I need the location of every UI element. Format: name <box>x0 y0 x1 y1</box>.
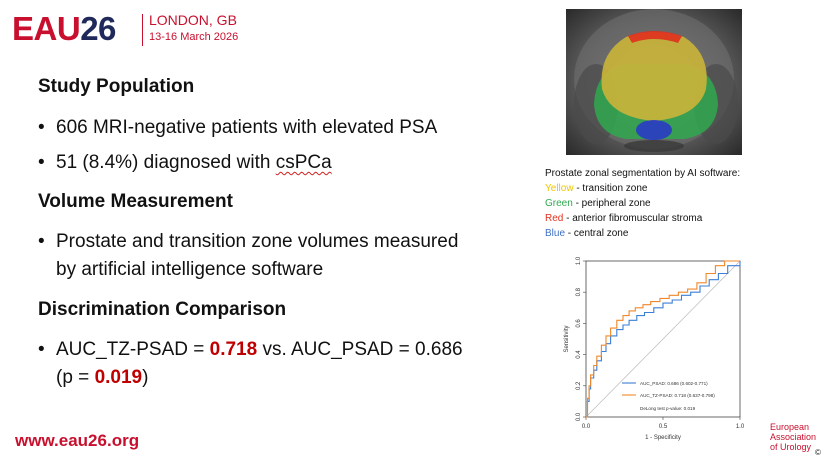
assoc-line2: Association <box>770 432 817 442</box>
y-tick-label: 0.4 <box>576 350 582 359</box>
roc-chart: 0.0 0.2 0.4 0.6 0.8 1.0 0.0 0.5 1.0 1 - Specifici… <box>560 253 750 453</box>
auc-tz-label: AUC_TZ-PSAD = <box>56 339 210 360</box>
auc-tz-value: 0.718 <box>209 339 258 360</box>
caption-item-blue: Blue - central zone <box>545 226 740 241</box>
caption-color-red: Red <box>545 213 564 224</box>
p-value-line: (p = 0.019) <box>56 365 148 391</box>
logo-number-text: 26 <box>80 10 116 47</box>
bullet-diagnosed: • 51 (8.4%) diagnosed with csPCa <box>38 150 332 176</box>
segmentation-caption: Prostate zonal segmentation by AI softwa… <box>545 166 740 241</box>
caption-desc-blue: - central zone <box>565 228 629 239</box>
footer-website-link[interactable]: www.eau26.org <box>15 431 140 450</box>
y-tick-label: 0.8 <box>576 287 582 296</box>
discrimination-comparison-heading: Discrimination Comparison <box>38 299 287 320</box>
p-value: 0.019 <box>94 367 143 388</box>
x-tick-label: 1.0 <box>736 424 745 430</box>
y-tick-label: 0.0 <box>576 412 582 421</box>
caption-desc-green: - peripheral zone <box>572 198 651 209</box>
y-tick-label: 0.2 <box>576 381 582 390</box>
x-axis-label: 1 - Specificity <box>645 435 681 441</box>
bullet-dot: • <box>38 117 45 138</box>
caption-item-green: Green - peripheral zone <box>545 196 740 211</box>
bullet-dot: • <box>38 152 45 173</box>
eau26-logo: EAU26 <box>12 10 116 48</box>
p-value-close: ) <box>142 367 149 388</box>
logo-eau-text: EAU <box>12 10 81 47</box>
caption-color-green: Green <box>545 198 573 209</box>
y-axis-label: Sensitivity <box>564 325 570 352</box>
diagonal-reference-line <box>585 260 741 418</box>
study-population-heading: Study Population <box>38 76 195 97</box>
bullet-auc: • AUC_TZ-PSAD = 0.718 vs. AUC_PSAD = 0.68… <box>38 337 463 363</box>
bullet-patients-text: 606 MRI-negative patients with elevated … <box>56 117 438 138</box>
caption-desc-yellow: - transition zone <box>573 183 648 194</box>
volume-measurement-heading: Volume Measurement <box>38 191 233 212</box>
logo-divider <box>142 14 143 46</box>
y-tick-label: 1.0 <box>576 256 582 265</box>
congress-city: LONDON, GB <box>149 12 237 28</box>
copyright-symbol: © <box>815 448 821 457</box>
congress-dates: 13-16 March 2026 <box>149 31 239 43</box>
y-tick-label: 0.6 <box>576 319 582 328</box>
bullet-patients: • 606 MRI-negative patients with elevated… <box>38 115 437 141</box>
bullet-volumes-line1: Prostate and transition zone volumes mea… <box>56 231 459 252</box>
caption-item-yellow: Yellow - transition zone <box>545 181 740 196</box>
bullet-diagnosed-text: 51 (8.4%) diagnosed with <box>56 152 276 173</box>
x-tick-label: 0.5 <box>659 424 668 430</box>
cspca-term: csPCa <box>275 152 332 173</box>
legend-entry: AUC_TZ-PSAD: 0.718 (0.637-0.798) <box>640 393 715 398</box>
assoc-line1: European <box>770 422 810 432</box>
p-value-label: (p = <box>56 367 95 388</box>
bullet-volumes-line2: by artificial intelligence software <box>56 259 324 280</box>
caption-item-red: Red - anterior fibromuscular stroma <box>545 211 740 226</box>
assoc-line3: of Urology <box>770 442 812 452</box>
mri-segmentation-image <box>566 9 742 155</box>
x-tick-label: 0.0 <box>582 424 591 430</box>
auc-psad-text: vs. AUC_PSAD = 0.686 <box>257 339 463 360</box>
caption-desc-red: - anterior fibromuscular stroma <box>563 213 703 224</box>
roc-curve-tz-psad <box>586 260 740 418</box>
bullet-volumes: • Prostate and transition zone volumes me… <box>38 229 458 255</box>
caption-color-blue: Blue <box>545 228 566 239</box>
bullet-dot: • <box>38 339 45 360</box>
legend-entry: AUC_PSAD: 0.686 (0.602-0.771) <box>640 381 708 386</box>
eau-association-logo: European Association of Urology <box>770 422 816 452</box>
caption-title: Prostate zonal segmentation by AI softwa… <box>545 168 741 179</box>
caption-color-yellow: Yellow <box>545 183 574 194</box>
bullet-dot: • <box>38 231 45 252</box>
delong-annotation: DeLong test p-value: 0.019 <box>640 406 696 411</box>
